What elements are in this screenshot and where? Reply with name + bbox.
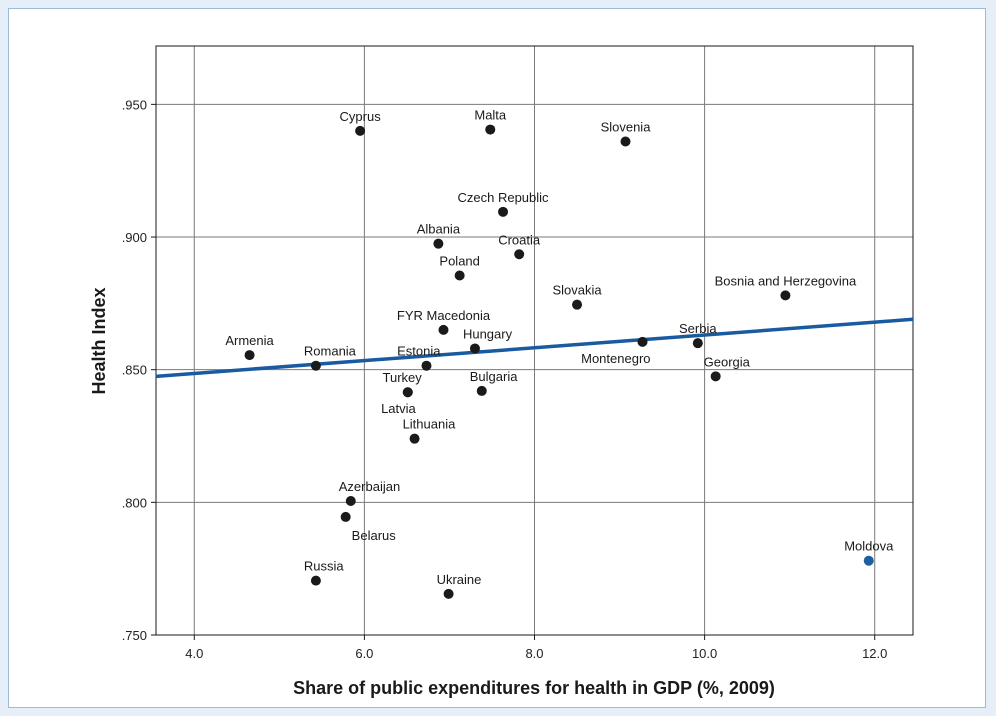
y-tick-label: .850 (122, 363, 147, 378)
point-label: Turkey (383, 370, 423, 385)
point-label: Malta (474, 108, 507, 123)
axis-ticks: 4.0 6.0 8.0 10.0 12.0 .750 .800 .850 .900 .950 (122, 97, 888, 661)
scatter-chart: 4.0 6.0 8.0 10.0 12.0 .750 .800 .850 .900 .950 Cy… (89, 45, 914, 698)
point-label: Albania (417, 222, 461, 237)
data-point (355, 125, 366, 136)
point-label: Bulgaria (470, 369, 518, 384)
x-tick-label: 10.0 (692, 646, 717, 661)
point-label: Poland (439, 253, 479, 268)
y-tick-label: .800 (122, 495, 147, 510)
x-tick-label: 8.0 (525, 646, 543, 661)
point-label: Russia (304, 559, 345, 574)
point-label: Lithuania (403, 417, 457, 432)
point-label: Cyprus (340, 109, 382, 124)
point-label: Azerbaijan (339, 479, 400, 494)
point-label: Romania (304, 344, 357, 359)
point-label: Slovenia (601, 120, 652, 135)
point-label: Georgia (704, 354, 751, 369)
y-axis-title: Health Index (89, 287, 109, 394)
data-point (485, 124, 496, 135)
data-point (438, 324, 449, 335)
data-point (345, 496, 356, 507)
data-point (433, 238, 444, 249)
data-points (244, 124, 874, 599)
data-point (863, 555, 874, 566)
data-point (476, 385, 487, 396)
point-label: Montenegro (581, 351, 650, 366)
x-axis-title: Share of public expenditures for health … (293, 678, 775, 698)
point-label: FYR Macedonia (397, 308, 491, 323)
point-label: Serbia (679, 321, 717, 336)
data-point (498, 206, 509, 217)
x-tick-label: 4.0 (185, 646, 203, 661)
data-point (402, 387, 413, 398)
data-point (710, 371, 721, 382)
data-point (340, 511, 351, 522)
point-label: Moldova (844, 539, 894, 554)
data-point (454, 270, 465, 281)
data-point (409, 433, 420, 444)
point-label: Armenia (225, 333, 274, 348)
data-point (780, 290, 791, 301)
y-tick-label: .950 (122, 97, 147, 112)
point-label: Bosnia and Herzegovina (715, 273, 857, 288)
data-point (514, 249, 525, 260)
data-point (421, 360, 432, 371)
y-tick-label: .750 (122, 628, 147, 643)
x-tick-label: 6.0 (355, 646, 373, 661)
data-point (572, 299, 583, 310)
data-point (310, 360, 321, 371)
point-label: Czech Republic (458, 190, 550, 205)
data-point (310, 575, 321, 586)
point-label: Croatia (498, 232, 541, 247)
fit-line (155, 317, 914, 379)
point-labels: Cyprus Malta Slovenia Czech Republic Albania… (225, 108, 894, 587)
point-label: Slovakia (552, 283, 602, 298)
data-point (443, 588, 454, 599)
point-label: Latvia (381, 401, 416, 416)
y-tick-label: .900 (122, 230, 147, 245)
data-point (244, 350, 255, 361)
x-tick-label: 12.0 (862, 646, 887, 661)
point-label: Ukraine (437, 572, 482, 587)
point-label: Hungary (463, 326, 513, 341)
chart-frame: 4.0 6.0 8.0 10.0 12.0 .750 .800 .850 .900 .950 Cy… (8, 8, 986, 708)
data-point (692, 338, 703, 349)
data-point (469, 343, 480, 354)
point-label: Belarus (352, 528, 397, 543)
data-point (620, 136, 631, 147)
data-point (637, 336, 648, 347)
point-label: Estonia (397, 344, 441, 359)
